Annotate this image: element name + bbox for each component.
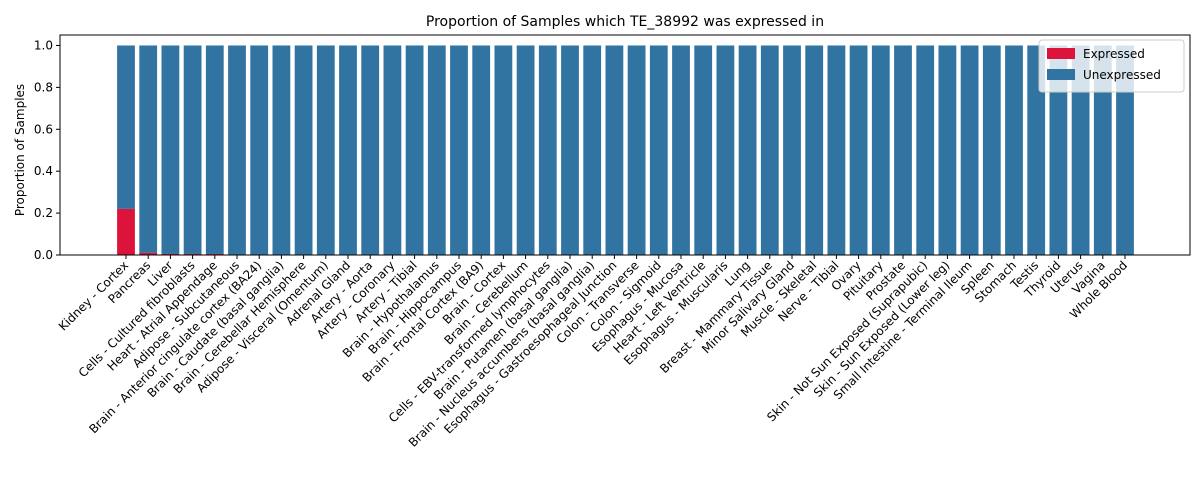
bar-unexpressed (1116, 45, 1134, 256)
bar-unexpressed (183, 45, 202, 254)
bar-unexpressed (938, 45, 957, 256)
bar-unexpressed (161, 45, 180, 254)
bar-unexpressed (627, 45, 646, 256)
plot-frame (59, 34, 1191, 256)
bar-unexpressed (805, 45, 824, 256)
bar-unexpressed (672, 45, 690, 256)
legend-label-unexpressed: Unexpressed (1083, 68, 1161, 82)
bar-unexpressed (849, 45, 868, 256)
bar-unexpressed (538, 45, 557, 256)
bar-unexpressed (205, 45, 224, 254)
legend-label-expressed: Expressed (1083, 47, 1145, 61)
bar-expressed (161, 253, 180, 255)
bar-unexpressed (871, 45, 890, 256)
bar-unexpressed (982, 45, 1001, 256)
bar-unexpressed (139, 45, 158, 253)
y-tick-label: 0.2 (34, 206, 53, 220)
y-tick-label: 0.0 (34, 248, 53, 262)
bars-group (117, 45, 1134, 256)
bar-unexpressed (316, 45, 335, 256)
bar-expressed (117, 208, 135, 255)
bar-unexpressed (1093, 45, 1112, 256)
bar-unexpressed (405, 45, 424, 256)
bar-unexpressed (272, 45, 291, 256)
bar-unexpressed (361, 45, 380, 256)
bar-expressed (183, 253, 202, 255)
bar-unexpressed (450, 45, 468, 256)
bar-unexpressed (1071, 45, 1090, 256)
chart-title: Proportion of Samples which TE_38992 was… (426, 14, 824, 30)
y-axis: 0.0 0.2 0.4 0.6 0.8 1.0 (34, 38, 60, 262)
bar-unexpressed (294, 45, 313, 256)
bar-unexpressed (494, 45, 513, 256)
y-tick-label: 0.8 (34, 80, 53, 94)
bar-unexpressed (738, 45, 757, 256)
bar-unexpressed (1005, 45, 1023, 256)
bar-unexpressed (250, 45, 269, 256)
y-tick-label: 1.0 (34, 38, 53, 52)
bar-unexpressed (760, 45, 779, 256)
bar-unexpressed (339, 45, 357, 256)
y-tick-label: 0.4 (34, 164, 53, 178)
bar-unexpressed (472, 45, 491, 256)
bar-unexpressed (1049, 45, 1068, 256)
bar-unexpressed (427, 45, 446, 256)
legend-box (1038, 39, 1185, 93)
bar-unexpressed (649, 45, 668, 256)
bar-unexpressed (605, 45, 624, 256)
bar-unexpressed (583, 45, 602, 256)
bar-unexpressed (783, 45, 801, 256)
bar-expressed (205, 253, 224, 255)
legend-swatch-unexpressed (1047, 69, 1075, 80)
bar-expressed (139, 252, 158, 255)
bar-unexpressed (827, 45, 846, 256)
bar-unexpressed (894, 45, 912, 256)
bar-unexpressed (561, 45, 579, 256)
bar-unexpressed (228, 45, 246, 256)
bar-unexpressed (716, 45, 735, 256)
bar-unexpressed (694, 45, 713, 256)
bar-unexpressed (516, 45, 535, 256)
legend-swatch-expressed (1047, 48, 1075, 59)
y-tick-label: 0.6 (34, 122, 53, 136)
legend: Expressed Unexpressed (1038, 39, 1185, 93)
bar-unexpressed (960, 45, 979, 256)
bar-unexpressed (1027, 45, 1046, 256)
bar-unexpressed (383, 45, 402, 256)
bar-unexpressed (117, 45, 135, 209)
bar-unexpressed (916, 45, 935, 256)
y-axis-label: Proportion of Samples (13, 84, 27, 216)
